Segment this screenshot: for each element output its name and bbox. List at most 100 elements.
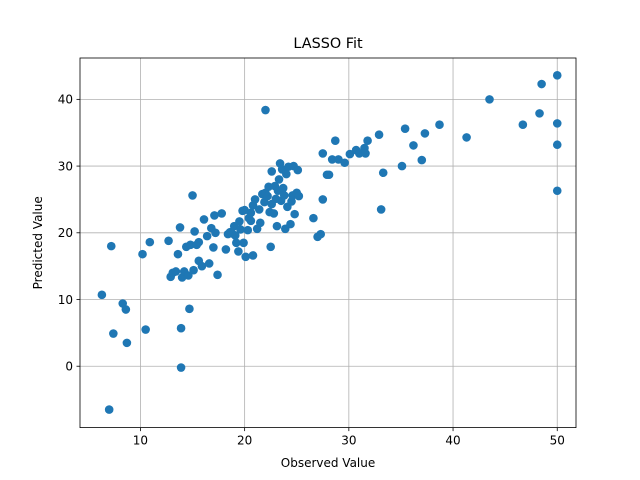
y-axis-label: Predicted Value [31, 196, 45, 289]
scatter-point [278, 183, 288, 193]
plot-area [80, 58, 576, 428]
scatter-point [236, 225, 245, 234]
scatter-point [309, 213, 318, 223]
y-tick-label: 10 [58, 293, 73, 307]
y-tick-label: 40 [58, 93, 73, 107]
scatter-point [188, 191, 197, 200]
scatter-point [202, 231, 212, 241]
scatter-point [282, 169, 291, 179]
scatter-point [176, 323, 186, 333]
scatter-point [234, 247, 243, 256]
scatter-point [246, 208, 256, 218]
x-tick-label: 50 [550, 434, 565, 448]
scatter-point [255, 218, 265, 228]
scatter-point [211, 228, 220, 238]
scatter-point [171, 267, 181, 276]
scatter-point [462, 133, 471, 142]
scatter-point [175, 223, 185, 232]
scatter-point [294, 191, 304, 201]
scatter-point [354, 149, 364, 158]
scatter-point [145, 237, 155, 247]
scatter-point [535, 109, 544, 118]
scatter-point [104, 405, 114, 414]
scatter-point [209, 243, 218, 252]
x-axis-label: Observed Value [281, 456, 376, 470]
scatter-point [189, 265, 198, 275]
scatter-point [274, 175, 284, 184]
scatter-point [232, 238, 241, 248]
scatter-point [397, 161, 407, 171]
scatter-point [518, 120, 528, 130]
y-tick-label: 20 [58, 226, 73, 240]
scatter-point [374, 130, 384, 140]
scatter-point [340, 158, 349, 168]
scatter-point [246, 216, 256, 226]
scatter-point [269, 209, 279, 218]
y-tick-label: 0 [65, 360, 73, 374]
scatter-point [199, 215, 209, 224]
scatter-point [552, 71, 562, 80]
scatter-point [485, 95, 494, 104]
scatter-point [552, 140, 562, 150]
axis-ticks: 10 20 30 40 50 0 10 20 30 40 [58, 93, 565, 448]
scatter-point [210, 211, 219, 220]
scatter-point [266, 242, 275, 252]
scatter-point [235, 217, 244, 226]
scatter-point [164, 236, 173, 246]
scatter-point [241, 252, 250, 262]
scatter-point [239, 238, 248, 248]
scatter-point [363, 136, 372, 146]
chart-title: LASSO Fit [293, 36, 363, 52]
scatter-point [552, 186, 562, 196]
scatter-point [267, 167, 277, 176]
scatter-point [376, 205, 386, 214]
scatter-point [243, 225, 253, 235]
scatter-point [121, 305, 131, 314]
scatter-point [190, 227, 199, 236]
scatter-point [197, 261, 207, 271]
scatter-point [318, 195, 328, 204]
scatter-point [420, 129, 430, 138]
scatter-point [141, 325, 150, 334]
scatter-point [204, 259, 214, 268]
scatter-point [272, 221, 282, 231]
scatter-point [217, 209, 227, 218]
scatter-point [409, 141, 418, 150]
scatter-point [293, 165, 303, 175]
scatter-point [221, 245, 231, 254]
scatter-point [176, 363, 186, 372]
x-tick-label: 20 [237, 434, 252, 448]
scatter-point [316, 229, 326, 239]
scatter-point [279, 191, 289, 200]
scatter-point [263, 191, 272, 201]
scatter-point [290, 209, 299, 219]
scatter-point [552, 119, 562, 128]
scatter-point [435, 120, 444, 130]
axes-frame [79, 57, 577, 429]
scatter-point [261, 105, 270, 115]
scatter-point [286, 219, 295, 229]
y-tick-label: 30 [58, 159, 73, 173]
scatter-point [250, 195, 260, 204]
scatter-point [378, 168, 388, 178]
scatter-point [213, 270, 222, 280]
scatter-point [173, 249, 183, 259]
scatter-point [264, 182, 273, 192]
x-tick-label: 40 [445, 434, 460, 448]
scatter-point [97, 290, 107, 300]
scatter-point [330, 136, 340, 146]
x-tick-label: 10 [133, 434, 148, 448]
scatter-point [122, 338, 132, 348]
scatter-point [324, 170, 334, 180]
scatter-point [248, 251, 258, 260]
scatter-point [138, 249, 147, 259]
scatter-point [185, 304, 194, 314]
x-tick-label: 30 [341, 434, 356, 448]
scatter-point [230, 231, 240, 240]
scatter-point [361, 149, 370, 158]
scatter-point [194, 237, 204, 247]
data-points [97, 71, 562, 414]
scatter-point [345, 149, 355, 159]
